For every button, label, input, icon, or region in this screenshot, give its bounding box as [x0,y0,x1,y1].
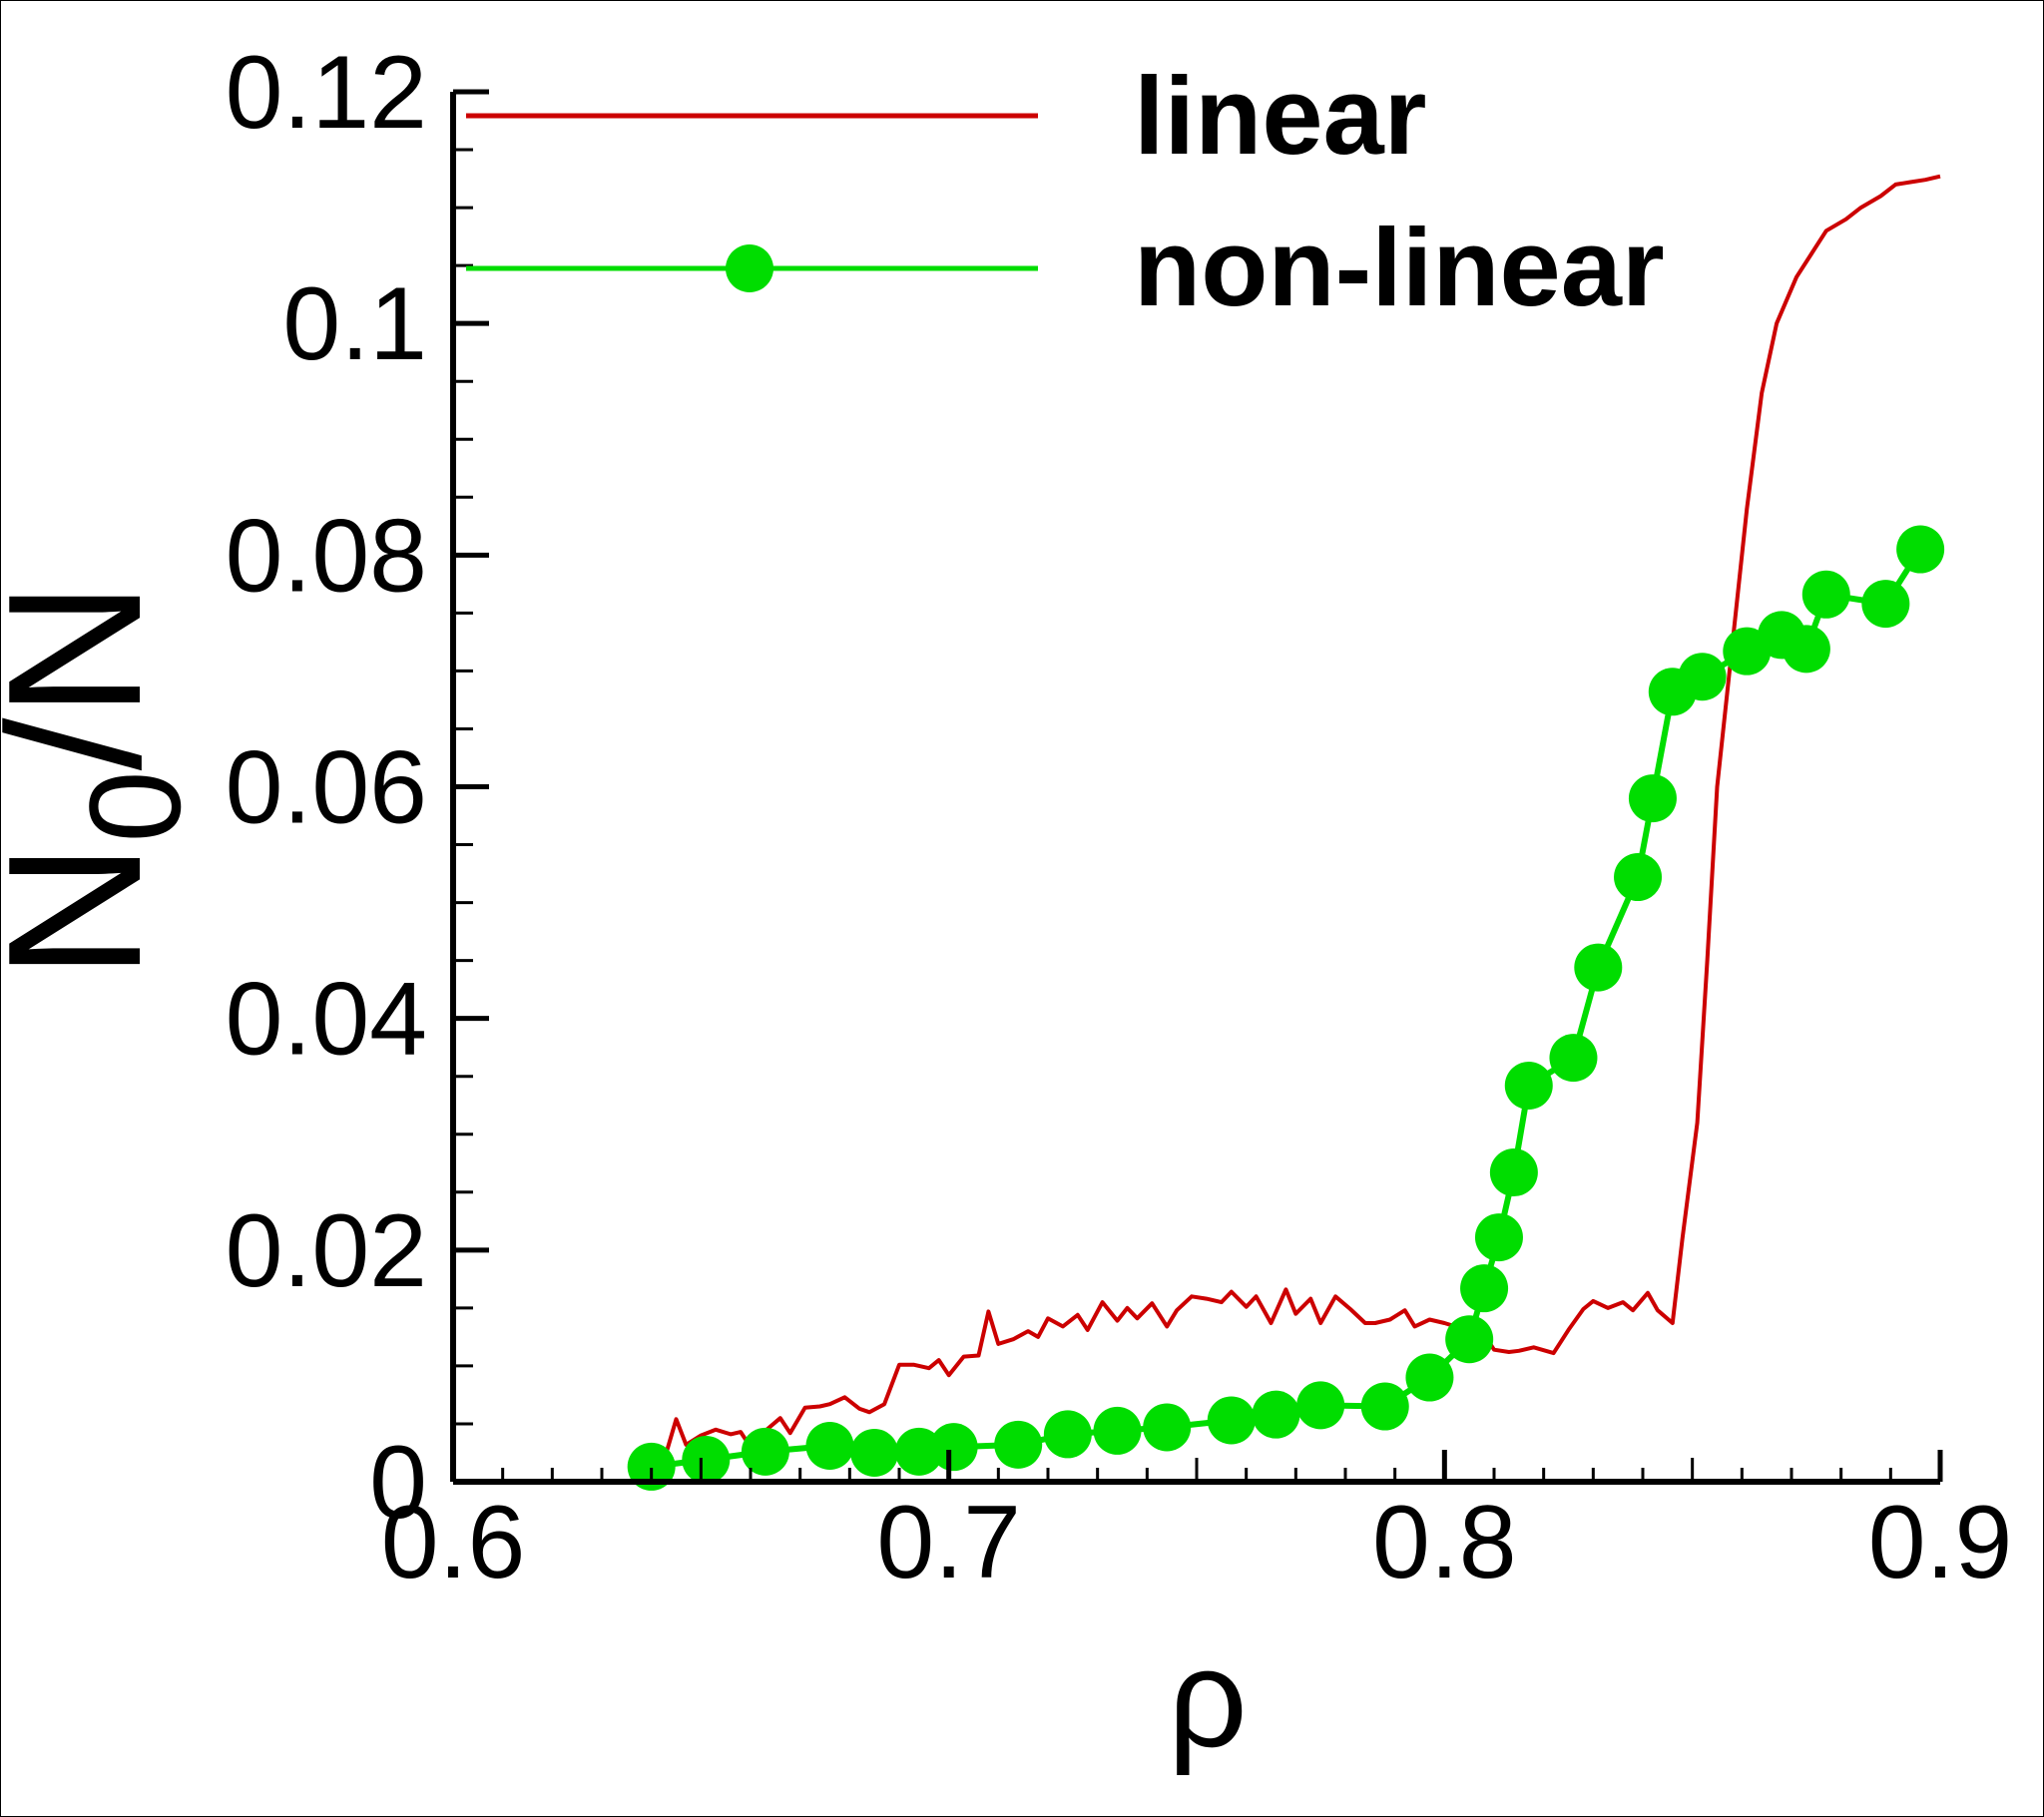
data-point-non-linear [1296,1381,1345,1430]
series-line-linear [650,174,1941,1468]
x-axis-title: ρ [1168,1619,1248,1776]
axes-layer: 0.6 0.7 0.8 0.9 0 0.02 0.04 0.06 0.08 0.1 0.12 [226,35,2013,1600]
data-point-non-linear [682,1435,731,1484]
data-point-non-linear [805,1422,854,1471]
data-point-non-linear [850,1428,899,1477]
data-point-non-linear [1460,1264,1509,1313]
y-tick-label: 0.02 [226,1193,427,1309]
data-point-non-linear [1474,1213,1523,1262]
data-point-non-linear [1782,625,1830,674]
data-point-non-linear [1628,774,1677,823]
y-axis-title-main: N [0,843,181,980]
y-tick-label: 0.06 [226,730,427,846]
legend-marker-non-linear [726,244,773,292]
legend-item-non-linear: non-linear [466,207,1665,329]
data-point-non-linear [1504,1061,1553,1110]
data-point-non-linear [1043,1410,1092,1459]
y-tick-label: 0 [369,1425,427,1541]
series-layer [627,174,1945,1491]
plot-area: 0.6 0.7 0.8 0.9 0 0.02 0.04 0.06 0.08 0.1 0.12 [226,35,2013,1600]
data-point-non-linear [1549,1034,1598,1083]
y-axis-title-subscript: 0 [62,770,208,842]
data-point-non-linear [1896,525,1945,574]
y-tick-label: 0.08 [226,498,427,614]
data-point-non-linear [929,1423,978,1472]
data-point-non-linear [1252,1390,1300,1439]
x-tick-label: 0.7 [876,1485,1021,1600]
data-point-non-linear [1405,1353,1454,1402]
data-point-non-linear [1801,570,1850,619]
x-tick-label: 0.6 [381,1485,526,1600]
series-non-linear [627,525,1945,1491]
legend: linear non-linear [466,55,1665,329]
data-point-non-linear [1207,1396,1256,1445]
data-point-non-linear [1678,653,1727,701]
data-point-non-linear [1614,853,1663,902]
y-tick-label: 0.04 [226,962,427,1078]
data-point-non-linear [1143,1403,1192,1452]
legend-label-non-linear: non-linear [1134,207,1665,329]
data-point-non-linear [741,1427,789,1476]
y-tick-label: 0.1 [282,266,427,382]
data-point-non-linear [1360,1382,1409,1431]
data-point-non-linear [1861,580,1910,629]
y-tick-label: 0.12 [226,35,427,151]
data-point-non-linear [994,1420,1043,1469]
y-axis-title: N0/N [0,581,208,980]
y-axis-title-tail: /N [0,581,181,770]
data-point-non-linear [1445,1315,1494,1364]
data-point-non-linear [1574,943,1623,992]
series-linear [650,174,1941,1468]
x-tick-label: 0.9 [1868,1485,2013,1600]
legend-item-linear: linear [466,55,1426,178]
legend-label-linear: linear [1134,55,1426,178]
data-point-non-linear [627,1442,676,1491]
x-tick-label: 0.8 [1372,1485,1517,1600]
data-point-non-linear [1489,1148,1538,1197]
data-point-non-linear [1093,1406,1142,1455]
